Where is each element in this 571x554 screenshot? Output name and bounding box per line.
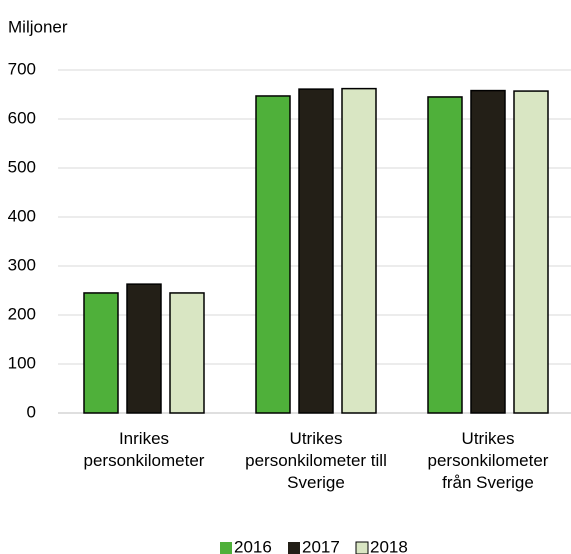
y-tick-label: 100	[8, 353, 36, 372]
bar	[83, 292, 119, 414]
y-tick-label: 0	[27, 402, 36, 421]
y-tick-label: 400	[8, 206, 36, 225]
y-tick-label: 700	[8, 59, 36, 78]
bar	[255, 95, 291, 414]
bar	[513, 90, 549, 414]
bar	[427, 96, 463, 414]
legend-label: 2017	[302, 537, 340, 554]
x-tick-label: Utrikes personkilometer från Sverige	[427, 429, 549, 492]
y-tick-label: 500	[8, 157, 36, 176]
y-tick-label: 600	[8, 108, 36, 127]
y-tick-label: 200	[8, 304, 36, 323]
y-tick-label: 300	[8, 255, 36, 274]
x-tick-label: Inrikes personkilometer	[83, 429, 205, 470]
bar	[470, 89, 506, 414]
legend-swatch	[288, 542, 300, 554]
y-axis-label: Miljoner	[8, 17, 68, 36]
legend-swatch	[220, 542, 232, 554]
bar	[341, 87, 377, 414]
bar	[298, 88, 334, 414]
legend-label: 2016	[234, 537, 272, 554]
legend-label: 2018	[370, 537, 408, 554]
bar	[126, 283, 162, 414]
x-tick-label: Utrikes personkilometer till Sverige	[245, 429, 387, 492]
bar	[169, 292, 205, 414]
legend-swatch	[355, 541, 369, 554]
